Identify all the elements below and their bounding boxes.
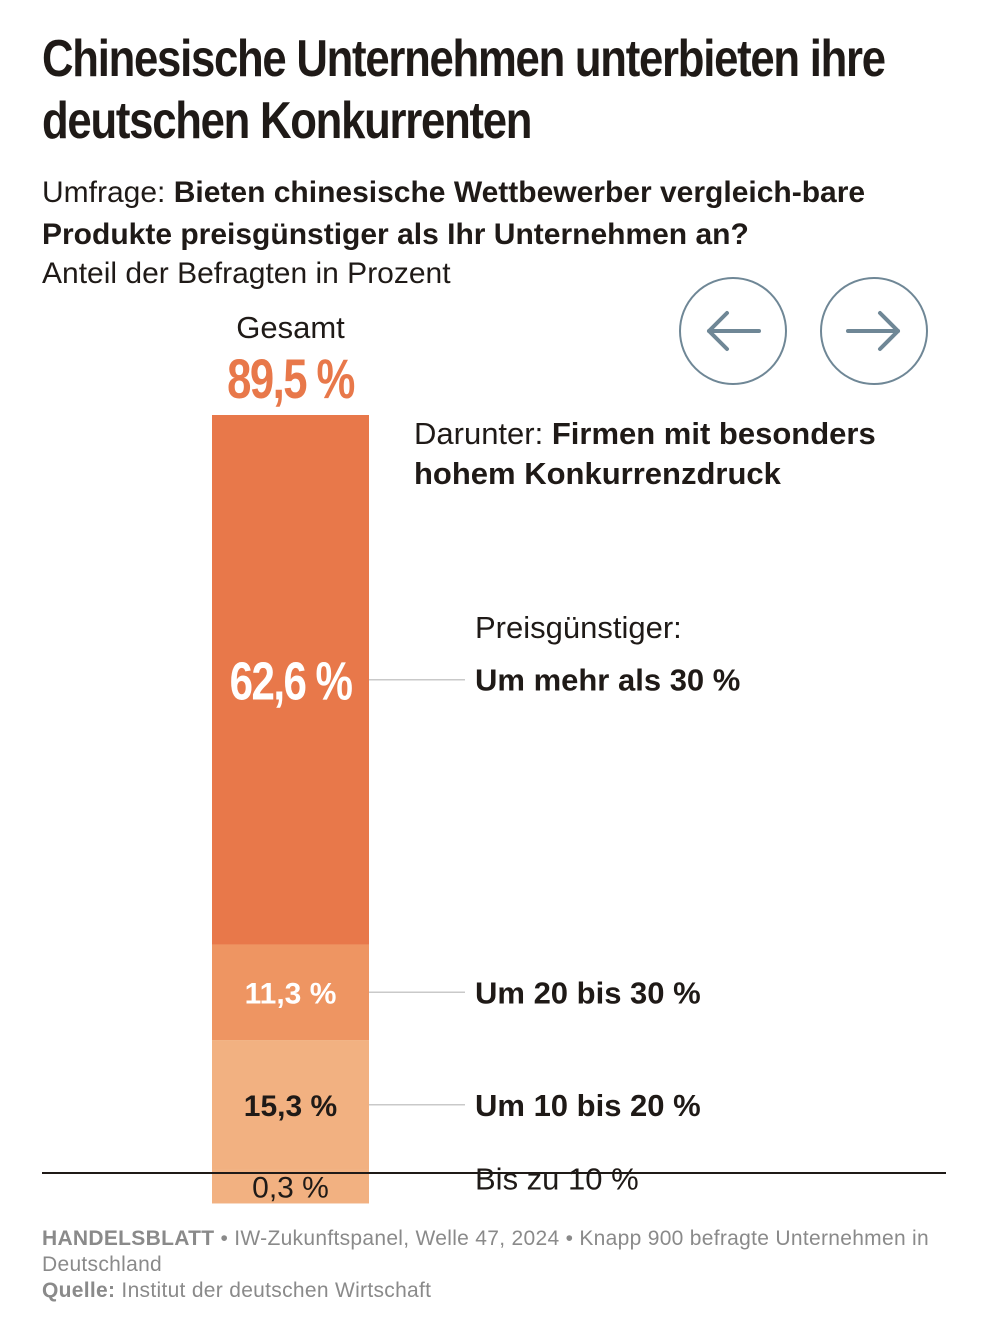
data-label: 62,6 % — [230, 652, 352, 712]
total-value: 89,5 % — [227, 347, 355, 410]
data-label: 15,3 % — [244, 1090, 337, 1123]
bar-segment — [212, 944, 369, 1041]
previous-button[interactable] — [679, 277, 787, 385]
series-label: Bis zu 10 % — [475, 1161, 639, 1196]
arrow-left-icon — [707, 311, 761, 351]
unit-note: Anteil der Befragten in Prozent — [42, 257, 451, 290]
total-label: Gesamt — [236, 310, 345, 345]
bar-segment — [212, 1040, 369, 1170]
bar-segment — [212, 415, 369, 945]
series-label: Um mehr als 30 % — [475, 663, 740, 698]
category-heading: Preisgünstiger: — [475, 610, 682, 645]
arrow-right-icon — [846, 311, 900, 351]
next-button[interactable] — [820, 277, 928, 385]
footer-meta: • IW-Zukunftspanel, Welle 47, 2024 • Kna… — [42, 1227, 930, 1276]
subheading: Darunter: Firmen mit besonders hohem Kon… — [414, 414, 974, 494]
question-prefix: Umfrage: — [42, 176, 174, 209]
chart-title: Chinesische Unternehmen unterbieten ihre… — [42, 30, 886, 150]
survey-question: Umfrage: Bieten chinesische Wettbewerber… — [42, 172, 972, 256]
subheading-prefix: Darunter: — [414, 416, 552, 451]
bar-segment — [212, 1169, 369, 1204]
question-text: Bieten chinesische Wettbewerber vergleic… — [42, 176, 866, 251]
footer: HANDELSBLATT • IW-Zukunftspanel, Welle 4… — [42, 1226, 942, 1304]
baseline-rule — [42, 1172, 946, 1174]
data-label: 0,3 % — [252, 1171, 329, 1204]
footer-brand: HANDELSBLATT — [42, 1227, 215, 1250]
subheading-text: Firmen mit besonders hohem Konkurrenzdru… — [414, 416, 876, 491]
series-label: Um 10 bis 20 % — [475, 1088, 701, 1123]
series-label: Um 20 bis 30 % — [475, 975, 701, 1010]
footer-source-label: Quelle: — [42, 1279, 116, 1302]
data-label: 11,3 % — [245, 977, 337, 1010]
footer-source: Institut der deutschen Wirtschaft — [115, 1279, 432, 1302]
